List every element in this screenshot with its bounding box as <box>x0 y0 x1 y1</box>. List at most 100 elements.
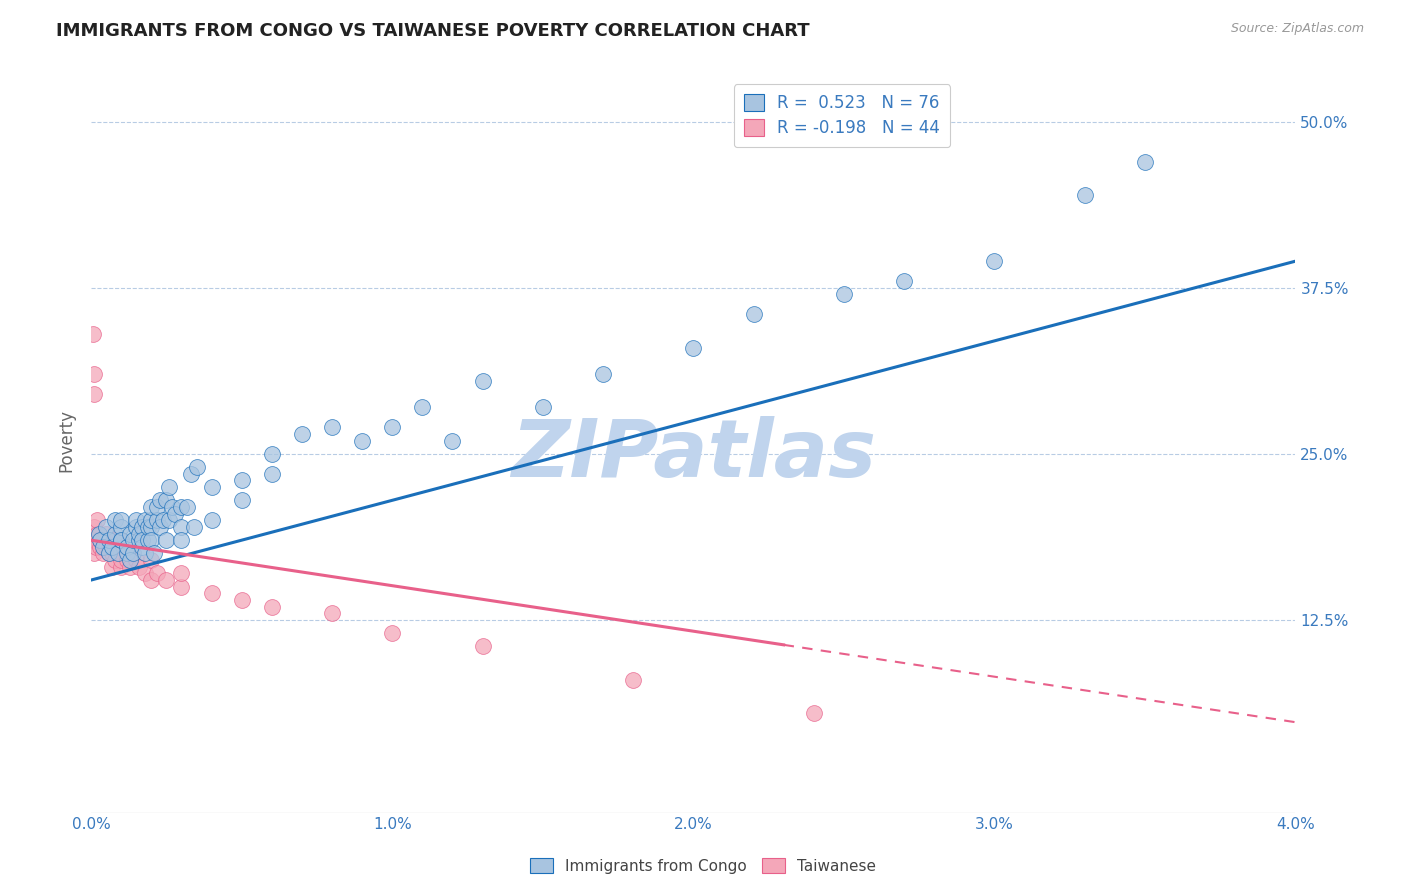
Point <box>411 401 433 415</box>
Point <box>110 520 132 534</box>
Point <box>104 553 127 567</box>
Point <box>170 533 193 548</box>
Point <box>120 559 142 574</box>
Point <box>101 540 124 554</box>
Point <box>186 460 208 475</box>
Point <box>149 493 172 508</box>
Point <box>321 606 343 620</box>
Point <box>381 626 404 640</box>
Point <box>155 533 177 548</box>
Point <box>98 540 121 554</box>
Point <box>742 307 765 321</box>
Point <box>125 513 148 527</box>
Y-axis label: Poverty: Poverty <box>58 409 75 472</box>
Point <box>86 526 108 541</box>
Text: Source: ZipAtlas.com: Source: ZipAtlas.com <box>1230 22 1364 36</box>
Point <box>117 546 139 560</box>
Point <box>141 520 163 534</box>
Point <box>120 526 142 541</box>
Point <box>231 493 253 508</box>
Point <box>471 640 494 654</box>
Point <box>170 520 193 534</box>
Point <box>87 526 110 541</box>
Point <box>117 553 139 567</box>
Point <box>107 546 129 560</box>
Point <box>128 533 150 548</box>
Point <box>104 526 127 541</box>
Point <box>120 553 142 567</box>
Point <box>200 480 222 494</box>
Point <box>110 533 132 548</box>
Point <box>165 507 187 521</box>
Point <box>141 500 163 514</box>
Point <box>183 520 205 534</box>
Point <box>321 420 343 434</box>
Point <box>110 559 132 574</box>
Point <box>104 513 127 527</box>
Point <box>86 513 108 527</box>
Point <box>531 401 554 415</box>
Point <box>146 513 169 527</box>
Point <box>101 559 124 574</box>
Point <box>89 533 111 548</box>
Point <box>152 513 174 527</box>
Point <box>291 426 314 441</box>
Legend: R =  0.523   N = 76, R = -0.198   N = 44: R = 0.523 N = 76, R = -0.198 N = 44 <box>734 84 950 147</box>
Point <box>107 546 129 560</box>
Point <box>125 553 148 567</box>
Point <box>110 553 132 567</box>
Point <box>110 533 132 548</box>
Point <box>125 520 148 534</box>
Point <box>592 367 614 381</box>
Point <box>134 546 156 560</box>
Point <box>82 533 104 548</box>
Point <box>155 573 177 587</box>
Legend: Immigrants from Congo, Taiwanese: Immigrants from Congo, Taiwanese <box>524 852 882 880</box>
Point <box>122 533 145 548</box>
Text: IMMIGRANTS FROM CONGO VS TAIWANESE POVERTY CORRELATION CHART: IMMIGRANTS FROM CONGO VS TAIWANESE POVER… <box>56 22 810 40</box>
Point <box>96 520 118 534</box>
Point <box>146 500 169 514</box>
Point <box>170 580 193 594</box>
Point <box>83 546 105 560</box>
Point <box>352 434 374 448</box>
Point <box>471 374 494 388</box>
Point <box>101 546 124 560</box>
Point <box>138 533 160 548</box>
Point <box>98 546 121 560</box>
Point <box>110 546 132 560</box>
Point <box>143 546 166 560</box>
Point <box>170 566 193 581</box>
Point <box>134 513 156 527</box>
Point <box>260 467 283 481</box>
Point <box>117 540 139 554</box>
Point <box>128 526 150 541</box>
Point <box>83 387 105 401</box>
Point <box>149 520 172 534</box>
Point <box>231 593 253 607</box>
Point <box>83 533 105 548</box>
Point <box>141 573 163 587</box>
Point <box>200 586 222 600</box>
Point <box>96 526 118 541</box>
Point <box>381 420 404 434</box>
Point <box>82 327 104 342</box>
Point <box>1133 154 1156 169</box>
Point <box>98 546 121 560</box>
Point <box>110 513 132 527</box>
Point <box>131 520 153 534</box>
Point <box>176 500 198 514</box>
Point <box>96 540 118 554</box>
Point <box>682 341 704 355</box>
Point <box>1073 187 1095 202</box>
Point <box>155 493 177 508</box>
Point <box>141 533 163 548</box>
Point <box>134 566 156 581</box>
Point <box>122 546 145 560</box>
Point <box>260 447 283 461</box>
Point <box>138 520 160 534</box>
Point <box>128 559 150 574</box>
Point <box>159 480 181 494</box>
Point <box>159 513 181 527</box>
Point <box>621 673 644 687</box>
